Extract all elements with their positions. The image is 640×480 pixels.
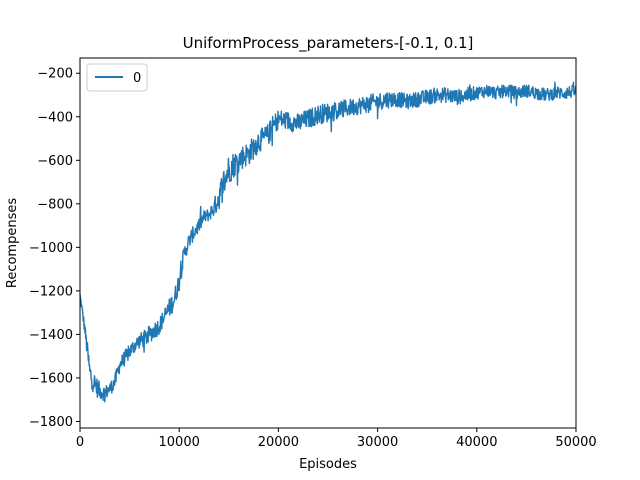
series-line-0 [79,81,577,403]
legend-label: 0 [133,71,141,86]
x-tick-label: 10000 [159,435,200,450]
x-tick-label: 0 [76,435,84,450]
x-axis-title: Episodes [299,457,357,472]
y-tick-label: −200 [37,67,73,82]
y-tick-label: −1800 [29,415,73,430]
x-axis: 0 10000 20000 30000 40000 50000 [76,428,597,450]
y-axis: −1800 −1600 −1400 −1200 −1000 −800 −600 −400 −20… [29,67,80,430]
y-tick-label: −1400 [29,328,73,343]
y-axis-title: Recompenses [5,198,20,288]
y-tick-label: −1200 [29,284,73,299]
x-tick-label: 40000 [456,435,497,450]
x-tick-label: 50000 [555,435,596,450]
y-tick-label: −1600 [29,371,73,386]
line-layer [79,81,577,403]
y-tick-label: −1000 [29,241,73,256]
y-tick-label: −600 [37,154,73,169]
y-tick-label: −400 [37,110,73,125]
legend: 0 [86,63,148,92]
plot-frame [79,57,577,429]
chart-title: UniformProcess_parameters-[-0.1, 0.1] [183,34,474,53]
x-tick-label: 20000 [258,435,299,450]
x-tick-label: 30000 [357,435,398,450]
y-tick-label: −800 [37,197,73,212]
